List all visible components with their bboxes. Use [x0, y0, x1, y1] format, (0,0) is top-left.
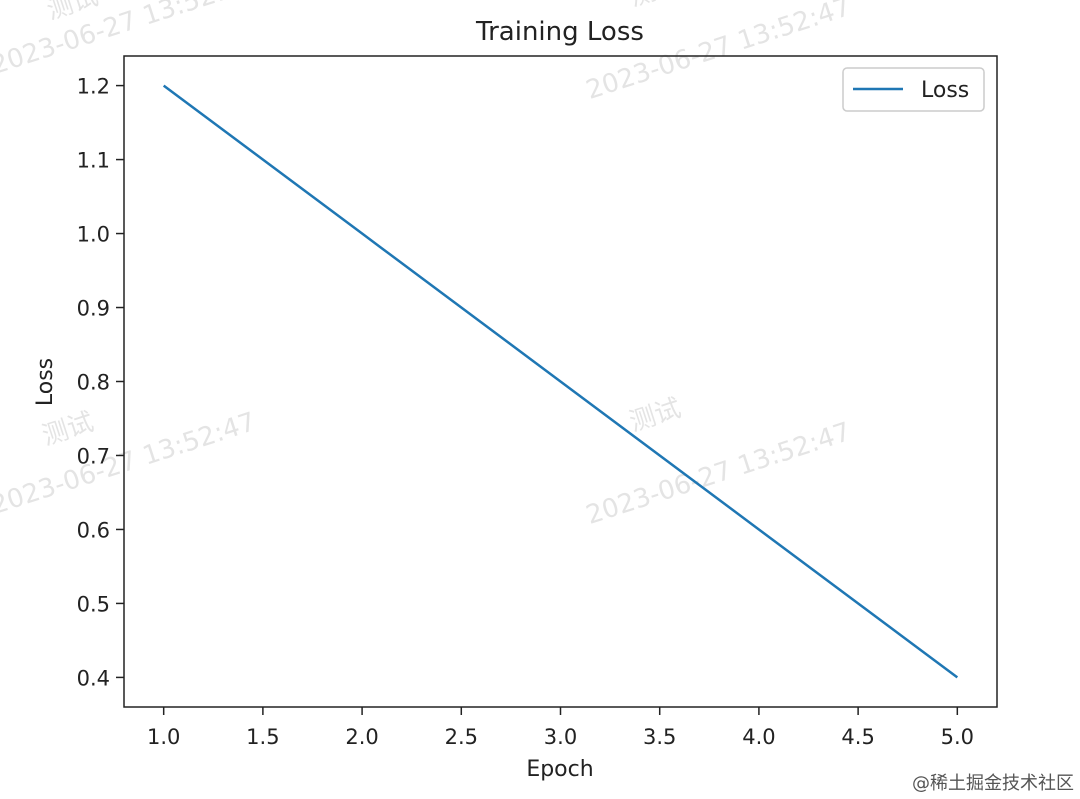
y-tick-label: 1.1 [77, 149, 110, 173]
x-tick-label: 2.5 [445, 725, 478, 749]
x-tick-label: 1.5 [246, 725, 279, 749]
x-axis: 1.0 1.5 2.0 2.5 3.0 3.5 4.0 4.5 5.0 [147, 707, 974, 749]
legend-box [842, 67, 985, 112]
x-tick-label: 3.5 [643, 725, 676, 749]
y-tick-label: 0.7 [77, 444, 110, 468]
x-tick-label: 3.0 [544, 725, 577, 749]
watermark-group: 测试 2023-06-27 13:52:47 测试 2023-06-27 13:… [0, 0, 854, 531]
watermark-line2: 2023-06-27 13:52:47 [583, 417, 855, 531]
y-axis: 0.4 0.5 0.6 0.7 0.8 0.9 1.0 1.1 1.2 [77, 75, 124, 690]
watermark-line2: 2023-06-27 13:52:47 [583, 0, 855, 106]
x-tick-label: 4.0 [742, 725, 775, 749]
y-tick-label: 1.0 [77, 223, 110, 247]
x-axis-label: Epoch [526, 757, 593, 782]
x-tick-label: 1.0 [147, 725, 180, 749]
y-tick-label: 0.9 [77, 297, 110, 321]
series-line-loss [162, 84, 959, 679]
legend-label-loss: Loss [921, 78, 969, 103]
watermark-line1: 测试 [626, 393, 685, 438]
y-tick-label: 0.6 [77, 518, 110, 542]
y-tick-label: 0.5 [77, 592, 110, 616]
y-tick-label: 0.4 [77, 666, 110, 690]
watermark-line2: 2023-06-27 13:52:47 [0, 0, 259, 81]
x-tick-label: 4.5 [841, 725, 874, 749]
watermark-line1: 测试 [626, 0, 685, 13]
x-tick-label: 2.0 [345, 725, 378, 749]
x-tick-label: 5.0 [941, 725, 974, 749]
y-tick-label: 0.8 [77, 371, 110, 395]
legend: Loss [842, 67, 985, 112]
y-tick-label: 1.2 [77, 75, 110, 99]
chart-title: Training Loss [475, 17, 644, 47]
credit-text: @稀土掘金技术社区 [912, 773, 1074, 794]
y-axis-label: Loss [33, 358, 58, 406]
series-layer [162, 84, 959, 679]
